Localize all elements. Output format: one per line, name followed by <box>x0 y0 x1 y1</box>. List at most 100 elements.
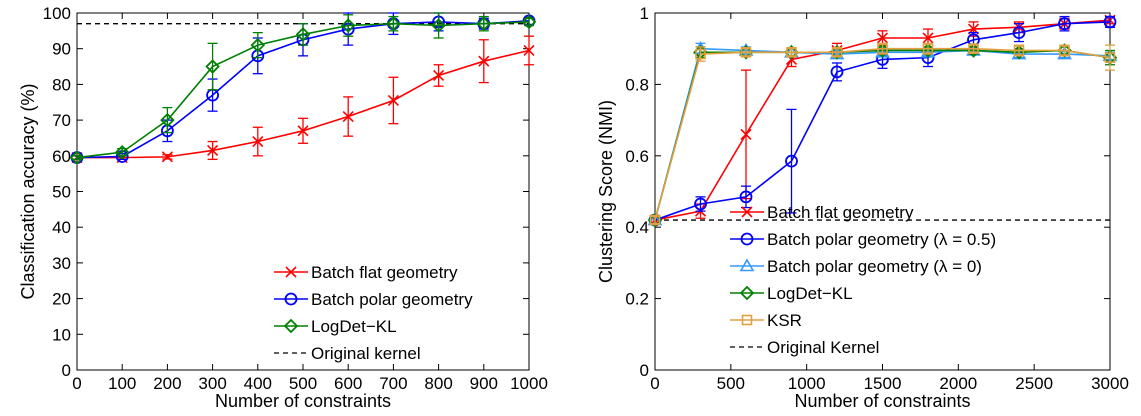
legend-entry: Original Kernel <box>730 338 879 357</box>
error-bar <box>877 42 888 55</box>
error-bar <box>786 108 797 214</box>
legend-entry: Batch polar geometry <box>274 290 473 309</box>
data-point <box>69 150 85 165</box>
data-point <box>876 32 889 44</box>
y-tick-label: 0.6 <box>625 147 649 166</box>
legend-label: KSR <box>767 311 802 330</box>
data-point <box>1012 26 1026 40</box>
data-point <box>695 48 706 60</box>
error-bar <box>741 48 751 57</box>
x-tick-label: 200 <box>153 374 181 393</box>
legend-label: Batch polar geometry (λ = 0) <box>767 257 982 276</box>
data-point <box>252 135 264 148</box>
x-tick-label: 500 <box>717 374 745 393</box>
x-tick-label: 500 <box>289 374 317 393</box>
data-point <box>250 37 266 53</box>
clustering-score-chart: 0 500 1000 1500 2000 2500 3000 0 0.2 0.4 0.6 0.8 1 Nu… <box>596 4 1129 411</box>
legend-marker <box>285 266 297 278</box>
x-tick-label: 1500 <box>864 374 902 393</box>
x-tick-label: 800 <box>424 374 452 393</box>
plot-frame <box>654 12 1111 371</box>
legend-label: Original Kernel <box>767 338 879 357</box>
legend-marker <box>740 232 754 246</box>
y-tick-label: 0.8 <box>625 75 649 94</box>
legend-marker <box>739 258 755 272</box>
y-tick-label: 10 <box>52 325 71 344</box>
data-point <box>521 14 537 30</box>
y-tick-label: 20 <box>52 290 71 309</box>
data-point <box>523 44 535 57</box>
error-bar <box>786 48 797 57</box>
data-point <box>786 46 797 58</box>
y-tick-label: 0 <box>640 361 649 380</box>
y-tick-label: 90 <box>52 40 71 59</box>
data-point <box>694 197 707 211</box>
legend-label: Batch flat geometry <box>767 203 914 222</box>
data-point <box>114 144 130 160</box>
data-point <box>295 27 311 42</box>
data-point <box>1013 45 1025 56</box>
data-point <box>478 55 490 67</box>
error-bar <box>162 106 173 134</box>
data-point <box>297 125 309 137</box>
x-tick-label: 900 <box>470 374 498 393</box>
data-point <box>830 65 844 79</box>
x-tick-label: 100 <box>108 374 136 393</box>
legend-entry: Batch flat geometry <box>274 263 458 282</box>
data-point <box>740 46 752 58</box>
plot-frame <box>76 12 530 371</box>
y-axis-title: Classification accuracy (%) <box>18 83 38 299</box>
data-point <box>649 214 661 226</box>
y-axis-title: Clustering Score (NMI) <box>596 100 616 283</box>
x-tick-label: 1000 <box>510 374 548 393</box>
series-4 <box>649 42 1116 226</box>
x-tick-label: 0 <box>72 374 81 393</box>
y-tick-label: 60 <box>52 147 71 166</box>
legend: Batch flat geometry Batch polar geometry … <box>730 203 996 357</box>
data-point <box>922 32 934 44</box>
legend-label: Batch flat geometry <box>311 263 458 282</box>
legend-label: Original kernel <box>311 344 421 363</box>
data-point <box>1058 17 1071 31</box>
x-tick-label: 600 <box>334 374 362 393</box>
legend-marker <box>739 285 755 301</box>
x-tick-label: 2000 <box>939 374 977 393</box>
legend-marker <box>741 206 753 218</box>
data-point <box>160 112 175 128</box>
data-point <box>205 59 220 74</box>
y-tick-label: 1 <box>640 4 649 23</box>
y-tick-label: 0.4 <box>625 218 649 237</box>
error-bar <box>968 44 979 53</box>
y-tick-label: 0.2 <box>625 290 649 309</box>
y-tick-label: 40 <box>52 218 71 237</box>
data-point <box>340 18 356 33</box>
error-bar <box>650 215 660 225</box>
legend-label: Batch polar geometry <box>311 290 473 309</box>
x-axis-title: Number of constraints <box>794 391 970 411</box>
x-tick-label: 0 <box>650 374 659 393</box>
data-point <box>386 16 401 31</box>
y-tick-label: 0 <box>62 361 71 380</box>
data-point <box>785 154 798 168</box>
y-tick-label: 100 <box>43 4 71 23</box>
data-point <box>431 18 446 33</box>
x-tick-label: 300 <box>198 374 226 393</box>
x-axis-title: Number of constraints <box>215 391 391 411</box>
series-2 <box>69 12 537 165</box>
legend-label: LogDet−KL <box>311 317 397 336</box>
data-point <box>433 69 445 82</box>
data-point <box>831 46 843 58</box>
y-tick-label: 30 <box>52 254 71 273</box>
error-bar <box>1014 44 1024 57</box>
x-tick-label: 700 <box>379 374 407 393</box>
error-bar <box>207 42 218 91</box>
x-tick-label: 2500 <box>1015 374 1053 393</box>
data-point <box>922 43 934 55</box>
y-tick-label: 80 <box>52 75 71 94</box>
legend-label: Batch polar geometry (λ = 0.5) <box>767 230 996 249</box>
data-point <box>739 190 753 204</box>
data-point <box>207 144 219 157</box>
x-tick-label: 1000 <box>788 374 826 393</box>
legend-marker <box>284 292 298 306</box>
